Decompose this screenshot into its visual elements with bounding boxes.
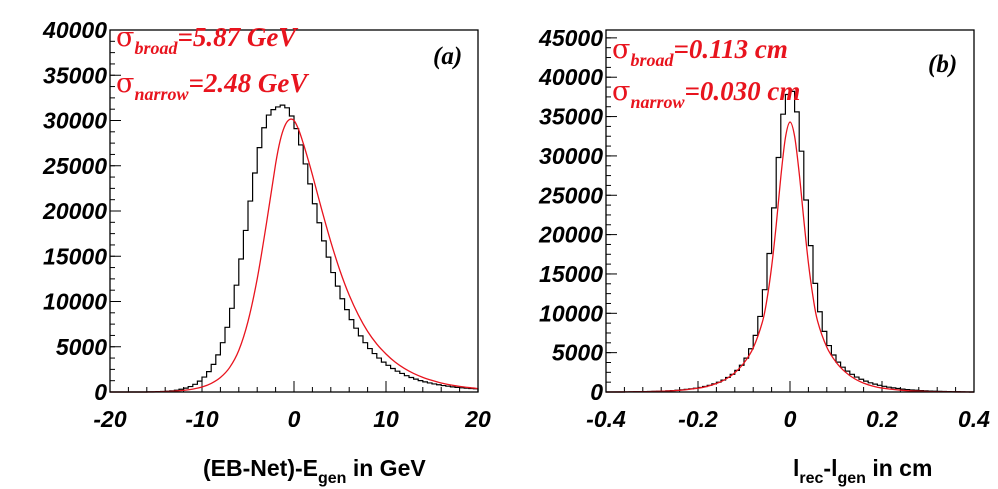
x-tick-label-b: 0 [784, 406, 797, 432]
x-axis-label-a: (EB-Net)-Egen in GeV [203, 455, 426, 487]
y-tick-label-a: 20000 [42, 198, 107, 224]
y-tick-label-a: 25000 [42, 153, 107, 179]
x-tick-label-b: 0.2 [866, 406, 898, 432]
x-tick-label-b: -0.4 [586, 406, 626, 432]
y-tick-label-a: 15000 [43, 243, 107, 269]
y-axis-a: 0 5000 10000 15000 20000 25000 30000 35000 40000 [42, 17, 121, 405]
panel-label-b: (b) [928, 51, 957, 78]
x-tick-label-b: -0.2 [678, 406, 718, 432]
y-tick-label-a: 40000 [42, 17, 107, 43]
y-tick-label-a: 35000 [43, 62, 107, 88]
histogram-a [110, 104, 479, 393]
panel-a: 0 5000 10000 15000 20000 25000 30000 35000 40000… [42, 17, 491, 487]
y-tick-label-b: 35000 [539, 104, 603, 130]
x-axis-a: -20 -10 0 10 20 [93, 381, 491, 432]
y-tick-label-b: 25000 [538, 182, 603, 208]
plot-frame-a [109, 29, 479, 393]
fit-curve-a [110, 118, 479, 393]
y-axis-b: 0 5000 10000 15000 20000 25000 30000 35000 40000… [538, 25, 617, 405]
y-tick-label-b: 30000 [539, 143, 603, 169]
y-tick-label-b: 20000 [538, 222, 603, 248]
sigma-narrow-b: σnarrow=0.030 cm [612, 76, 800, 112]
x-tick-label-b: 0.4 [958, 406, 990, 432]
x-axis-label-b: lrec-lgen in cm [793, 455, 932, 487]
sigma-narrow-a: σnarrow=2.48 GeV [116, 68, 309, 104]
y-tick-label-b: 0 [590, 379, 603, 405]
x-tick-label-a: 20 [464, 406, 491, 432]
y-tick-label-b: 45000 [538, 25, 603, 51]
y-tick-label-b: 10000 [539, 300, 603, 326]
y-tick-label-b: 5000 [552, 340, 603, 366]
sigma-broad-b: σbroad=0.113 cm [612, 34, 788, 70]
x-tick-label-a: 10 [373, 406, 399, 432]
x-tick-label-a: -20 [93, 406, 126, 432]
y-tick-label-a: 0 [94, 379, 107, 405]
y-tick-label-a: 30000 [43, 108, 107, 134]
histogram-b [606, 90, 974, 393]
panel-b: 0 5000 10000 15000 20000 25000 30000 35000 40000… [538, 25, 990, 487]
x-axis-b: -0.4 -0.2 0 0.2 0.4 [586, 381, 990, 432]
x-tick-label-a: -10 [185, 406, 218, 432]
y-tick-label-b: 40000 [538, 64, 603, 90]
x-tick-label-a: 0 [288, 406, 301, 432]
panel-label-a: (a) [433, 43, 462, 70]
plot-frame-b [605, 29, 975, 393]
fit-curve-b [605, 121, 975, 393]
y-tick-label-b: 15000 [539, 261, 603, 287]
y-tick-label-a: 10000 [43, 289, 107, 315]
sigma-broad-a: σbroad=5.87 GeV [116, 22, 298, 58]
y-tick-label-a: 5000 [56, 334, 107, 360]
